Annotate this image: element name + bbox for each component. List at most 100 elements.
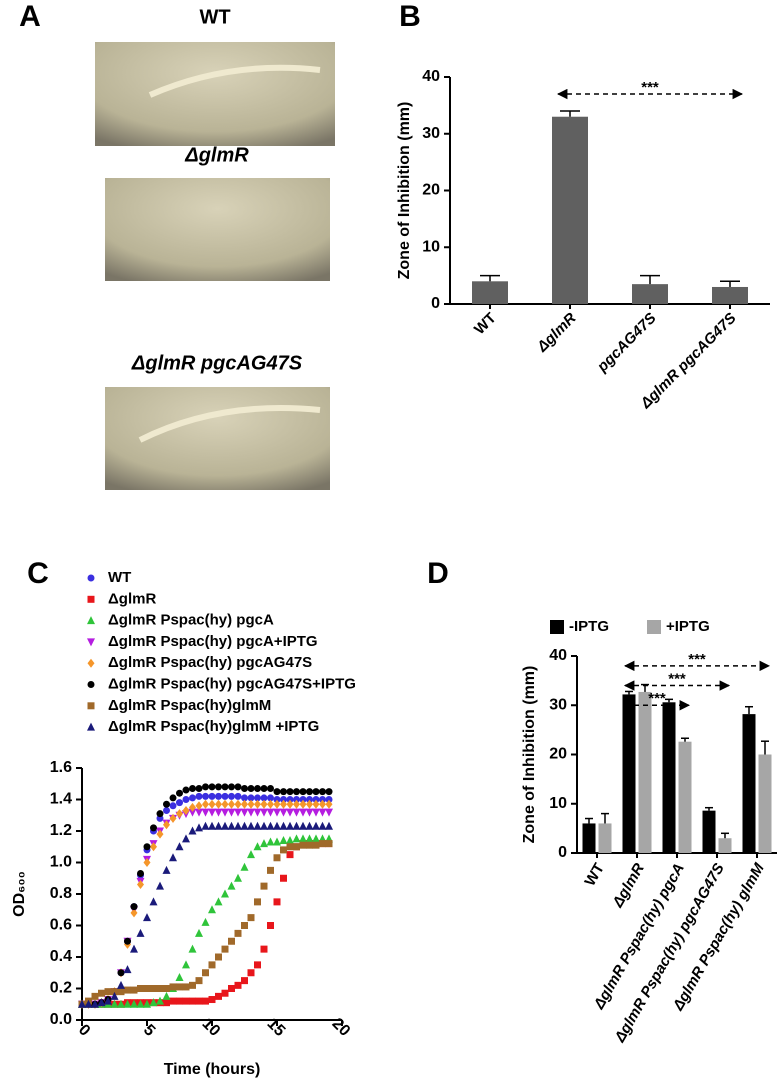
data-point <box>234 873 242 882</box>
significance-label: *** <box>641 79 659 96</box>
data-point <box>254 799 261 809</box>
data-point <box>182 796 190 803</box>
data-point <box>240 808 249 817</box>
legend-label: -IPTG <box>569 618 609 635</box>
panel-label: D <box>427 557 449 590</box>
data-point <box>267 794 274 802</box>
data-point <box>293 799 300 809</box>
data-point <box>149 897 158 906</box>
data-point <box>214 897 223 906</box>
data-point <box>136 928 145 937</box>
x-tick-label: ΔglmR <box>609 860 648 911</box>
data-point <box>292 808 301 817</box>
data-point <box>189 794 196 802</box>
data-point <box>267 922 274 929</box>
data-point <box>254 784 261 792</box>
data-point <box>312 834 320 843</box>
y-tick-label: 1.4 <box>50 791 72 808</box>
data-point <box>254 961 261 969</box>
data-point <box>247 808 255 817</box>
data-point <box>124 937 131 945</box>
data-point <box>169 983 177 991</box>
bar <box>702 810 716 853</box>
data-point <box>247 784 255 792</box>
data-point <box>175 842 184 851</box>
data-point <box>143 999 151 1008</box>
data-point <box>247 914 255 922</box>
data-point <box>150 842 157 852</box>
data-point <box>293 796 300 803</box>
y-tick-label: 20 <box>422 182 440 199</box>
data-point <box>253 808 262 817</box>
plate-photo <box>105 387 330 490</box>
data-point <box>117 999 125 1008</box>
data-point <box>260 808 268 817</box>
data-point <box>176 997 183 1005</box>
data-point <box>260 799 268 809</box>
data-point <box>273 837 281 846</box>
legend-label: ΔglmR Pspac(hy) pgcA+IPTG <box>108 633 318 650</box>
data-point <box>299 796 307 803</box>
x-tick-label: 15 <box>264 1015 289 1040</box>
x-tick-label: WT <box>582 860 608 889</box>
data-point <box>247 969 255 977</box>
data-point <box>253 842 262 851</box>
data-point <box>267 784 274 792</box>
data-point <box>286 788 294 796</box>
y-tick-label: 0 <box>558 844 567 861</box>
data-point <box>260 945 268 953</box>
data-point <box>169 813 177 823</box>
data-point <box>215 792 222 800</box>
data-point <box>188 944 197 953</box>
data-point <box>234 808 242 817</box>
y-tick-label: 10 <box>549 795 567 812</box>
data-point <box>312 799 320 809</box>
data-point <box>241 922 248 929</box>
legend-label: ΔglmR <box>108 590 156 607</box>
data-point <box>286 835 294 844</box>
data-point <box>215 992 222 1000</box>
data-point <box>319 796 326 803</box>
y-tick-label: 30 <box>549 696 567 713</box>
data-point <box>241 799 248 809</box>
data-point <box>188 808 197 817</box>
x-tick-label: 10 <box>199 1015 224 1040</box>
data-point <box>312 808 320 817</box>
data-point <box>201 808 210 817</box>
bar <box>758 754 772 853</box>
data-point <box>234 792 242 800</box>
bar <box>472 281 508 304</box>
data-point <box>208 905 216 914</box>
data-point <box>299 821 307 830</box>
data-point <box>254 898 261 906</box>
data-point <box>208 961 216 969</box>
data-point <box>137 880 144 890</box>
data-point <box>299 834 307 843</box>
data-point <box>195 823 203 832</box>
data-point <box>266 808 275 817</box>
data-point <box>130 999 138 1008</box>
data-point <box>117 988 125 996</box>
data-point <box>305 821 314 830</box>
data-point <box>221 945 229 953</box>
data-point <box>176 983 183 991</box>
data-point <box>215 783 222 791</box>
y-tick-label: 30 <box>422 125 440 142</box>
legend-marker <box>87 722 95 731</box>
bar <box>662 702 676 853</box>
legend-label: ΔglmR Pspac(hy)glmM +IPTG <box>108 718 319 735</box>
data-point <box>163 820 170 830</box>
data-point <box>312 788 320 796</box>
data-point <box>202 783 209 791</box>
data-point <box>273 854 281 862</box>
data-point <box>176 789 183 797</box>
data-point <box>227 821 236 830</box>
data-point <box>253 821 262 830</box>
legend-marker <box>87 616 95 625</box>
data-point <box>215 799 222 809</box>
data-point <box>312 821 320 830</box>
data-point <box>182 786 190 794</box>
data-point <box>299 788 307 796</box>
data-point <box>318 821 327 830</box>
